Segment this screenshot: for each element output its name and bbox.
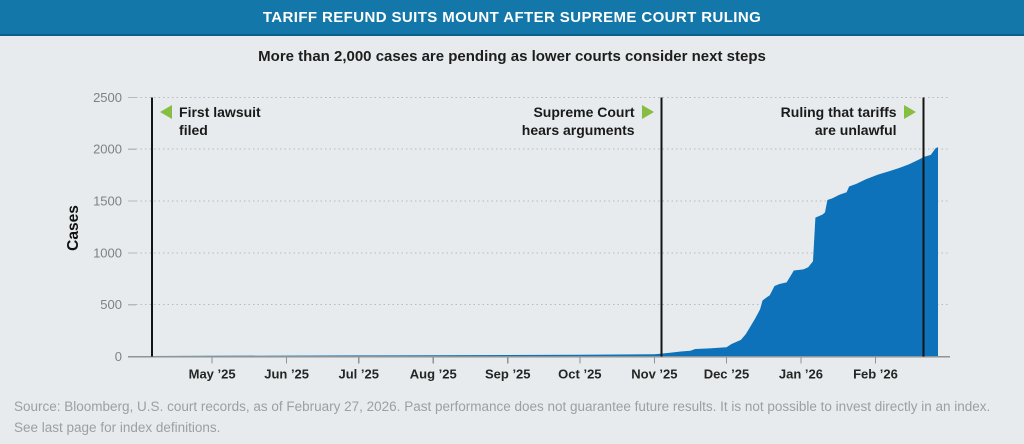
y-tick-label: 500 bbox=[100, 297, 122, 312]
x-tick-label: Aug ’25 bbox=[410, 367, 457, 382]
arrow-left-icon bbox=[160, 105, 173, 119]
source-note: Source: Bloomberg, U.S. court records, a… bbox=[14, 399, 991, 435]
y-tick-label: 2000 bbox=[93, 142, 122, 157]
chart-header-bar: TARIFF REFUND SUITS MOUNT AFTER SUPREME … bbox=[0, 0, 1024, 36]
arrow-right-icon bbox=[641, 105, 654, 119]
x-tick-label: Jan ’26 bbox=[779, 367, 823, 382]
x-tick-label: Sep ’25 bbox=[485, 367, 531, 382]
cases-area-chart: 0 500 1000 1500 2000 2500 May ’25 Jun ’25 Jul ’2… bbox=[0, 85, 1024, 395]
plot-canvas: 0 500 1000 1500 2000 2500 May ’25 Jun ’25 Jul ’2… bbox=[65, 90, 950, 382]
event-annotation: First lawsuit filed bbox=[160, 103, 261, 139]
x-tick-label: Jun ’25 bbox=[264, 367, 309, 382]
y-axis-title: Cases bbox=[65, 205, 82, 251]
annotation-label: Ruling that tariffs are unlawful bbox=[780, 104, 897, 138]
x-tick-label: May ’25 bbox=[189, 367, 236, 382]
annotation-label: First lawsuit filed bbox=[179, 104, 261, 138]
x-tick-label: Nov ’25 bbox=[631, 367, 677, 382]
area-series-cases bbox=[128, 147, 938, 357]
chart-subtitle: More than 2,000 cases are pending as low… bbox=[258, 48, 766, 65]
y-tick-label: 1000 bbox=[93, 245, 122, 260]
y-tick-label: 2500 bbox=[93, 90, 122, 105]
y-tick-label: 1500 bbox=[93, 194, 122, 209]
chart-title: TARIFF REFUND SUITS MOUNT AFTER SUPREME … bbox=[262, 8, 762, 26]
y-tick-label: 0 bbox=[115, 349, 122, 364]
annotation-label: Supreme Court hears arguments bbox=[521, 104, 635, 138]
x-tick-label: Feb ’26 bbox=[853, 367, 898, 382]
event-annotation: Ruling that tariffs are unlawful bbox=[781, 103, 916, 139]
arrow-right-icon bbox=[903, 105, 916, 119]
event-annotation: Supreme Court hears arguments bbox=[522, 103, 654, 139]
x-tick-label: Oct ’25 bbox=[558, 367, 601, 382]
x-tick-label: Dec ’25 bbox=[704, 367, 750, 382]
x-tick-label: Jul ’25 bbox=[339, 367, 379, 382]
